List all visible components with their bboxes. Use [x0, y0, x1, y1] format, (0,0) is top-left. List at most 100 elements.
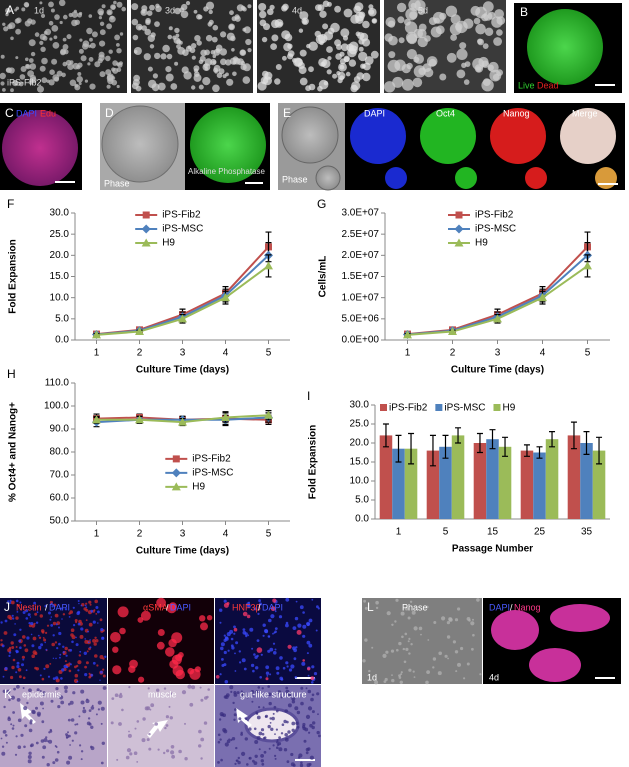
texture	[484, 27, 494, 36]
texture	[258, 748, 261, 751]
legend-swatch	[380, 404, 387, 411]
texture	[85, 699, 90, 704]
caption: Nanog	[514, 602, 541, 612]
texture	[39, 690, 42, 692]
texture	[94, 61, 101, 68]
texture	[337, 71, 346, 80]
texture	[256, 647, 263, 653]
caption: Oct4	[436, 108, 455, 118]
texture	[170, 692, 173, 695]
texture	[90, 609, 94, 613]
texture	[473, 17, 481, 25]
error-bar	[596, 436, 603, 465]
texture	[362, 20, 370, 29]
caption: DAPI	[16, 108, 37, 118]
colony	[455, 167, 477, 189]
texture	[11, 646, 15, 649]
texture	[50, 624, 54, 627]
texture	[80, 750, 84, 753]
texture	[494, 9, 504, 19]
texture	[181, 690, 187, 695]
texture	[28, 688, 32, 693]
texture	[235, 746, 238, 750]
texture	[301, 661, 306, 666]
texture	[317, 607, 320, 610]
texture	[463, 18, 474, 29]
texture	[42, 35, 48, 41]
texture	[479, 673, 482, 676]
texture	[74, 673, 79, 678]
texture	[0, 737, 3, 740]
texture	[359, 32, 369, 42]
texture	[77, 669, 80, 672]
texture	[84, 638, 86, 640]
texture	[25, 64, 30, 69]
bar	[486, 439, 499, 519]
texture	[241, 658, 246, 663]
texture	[487, 11, 496, 20]
texture	[62, 61, 68, 67]
texture	[83, 607, 87, 611]
lumen	[244, 707, 300, 743]
texture	[163, 687, 167, 690]
texture	[482, 43, 489, 49]
texture	[156, 641, 165, 650]
texture	[77, 600, 80, 602]
texture	[466, 662, 470, 666]
texture	[87, 717, 91, 720]
texture	[252, 669, 255, 673]
texture	[223, 638, 227, 643]
texture	[252, 759, 255, 763]
texture	[86, 650, 89, 653]
texture	[299, 605, 304, 610]
x-tick-label: 25	[534, 527, 546, 538]
texture	[31, 654, 35, 658]
texture	[184, 722, 186, 725]
texture	[48, 79, 55, 86]
texture	[345, 71, 351, 77]
colony	[560, 108, 616, 164]
texture	[454, 618, 459, 622]
texture	[362, 72, 371, 82]
texture	[274, 627, 278, 630]
texture	[230, 690, 233, 694]
texture	[8, 698, 11, 702]
texture	[258, 731, 263, 736]
texture	[144, 28, 151, 36]
texture	[39, 701, 44, 706]
texture	[42, 745, 47, 750]
texture	[87, 62, 91, 66]
texture	[25, 609, 29, 613]
texture	[85, 619, 88, 621]
texture	[223, 650, 227, 655]
texture	[10, 695, 15, 700]
texture	[142, 717, 146, 721]
texture	[427, 639, 430, 641]
texture	[23, 644, 27, 647]
texture	[239, 49, 247, 56]
texture	[133, 49, 138, 54]
texture	[44, 604, 48, 608]
texture	[16, 698, 21, 702]
caption: Dead	[537, 80, 559, 90]
legend-marker	[171, 482, 181, 491]
texture	[233, 625, 236, 629]
texture	[475, 23, 486, 35]
texture	[78, 82, 82, 86]
texture	[2, 689, 6, 693]
texture	[306, 621, 311, 626]
texture	[233, 713, 237, 717]
texture	[79, 650, 82, 653]
texture	[253, 727, 257, 731]
texture	[358, 51, 368, 62]
texture	[77, 72, 82, 76]
caption: 1d	[34, 5, 44, 15]
texture	[49, 663, 52, 665]
texture	[116, 1, 123, 8]
texture	[94, 654, 98, 658]
texture	[294, 676, 298, 679]
texture	[43, 638, 47, 642]
texture	[472, 633, 475, 637]
texture	[291, 721, 296, 726]
